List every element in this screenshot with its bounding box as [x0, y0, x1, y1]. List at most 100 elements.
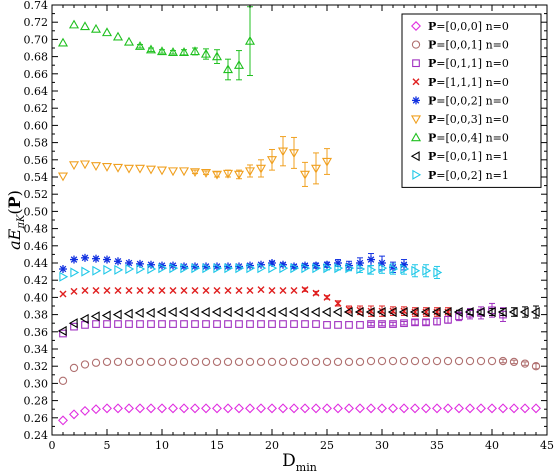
data-point	[367, 320, 375, 328]
data-point	[200, 48, 212, 58]
data-point	[432, 403, 442, 414]
data-point	[487, 356, 497, 366]
data-point	[167, 306, 177, 318]
y-tick-label: 0.28	[24, 395, 49, 408]
data-point	[147, 263, 157, 275]
data-point	[267, 357, 277, 367]
y-axis-title-main: aE	[5, 228, 24, 250]
cross-stroke	[103, 287, 111, 295]
data-point	[189, 168, 201, 178]
y-tick-label: 0.30	[24, 377, 49, 390]
data-point	[301, 286, 309, 294]
cross-stroke	[235, 287, 243, 295]
data-point	[92, 254, 100, 263]
star-stroke	[323, 261, 331, 269]
data-point	[266, 156, 278, 166]
data-point	[299, 306, 309, 318]
data-point	[103, 255, 111, 264]
cross-stroke	[180, 287, 188, 295]
data-point	[322, 357, 332, 367]
legend-label-bold: P	[428, 76, 436, 89]
data-point	[255, 306, 265, 318]
cross-stroke	[125, 287, 133, 295]
data-point	[157, 357, 167, 367]
data-point	[158, 263, 168, 274]
star-stroke	[356, 259, 364, 267]
legend: P=[0,0,0] n=0P=[0,0,1] n=0P=[0,1,1] n=0P…	[401, 13, 542, 188]
y-tick-label: 0.58	[24, 137, 49, 150]
data-point	[399, 403, 409, 414]
legend-label-bold: P	[428, 169, 436, 182]
data-point	[70, 255, 78, 264]
legend-marker	[412, 78, 420, 86]
data-point	[169, 287, 177, 295]
data-point	[114, 287, 122, 295]
x-tick-label: 25	[320, 439, 334, 452]
data-point	[103, 320, 111, 328]
legend-label-text: =[1,1,1] n=0	[436, 76, 509, 89]
data-point	[244, 35, 256, 45]
legend-label: P=[0,0,4] n=0	[428, 132, 509, 145]
legend-label-bold: P	[428, 150, 436, 163]
data-point	[124, 403, 134, 414]
data-point	[519, 306, 529, 318]
data-point	[134, 307, 144, 318]
x-tick-label: 5	[104, 439, 111, 452]
data-point	[389, 320, 397, 328]
data-point	[101, 310, 111, 321]
data-point	[343, 306, 353, 318]
x-tick-label: 15	[210, 439, 224, 452]
data-point	[530, 306, 540, 318]
data-point	[79, 21, 91, 31]
data-point	[190, 357, 200, 367]
data-point	[101, 27, 113, 37]
data-point	[376, 306, 386, 318]
cross-stroke	[81, 287, 89, 295]
legend-marker	[412, 96, 420, 105]
series-4-points	[59, 253, 408, 274]
data-point	[246, 320, 254, 328]
data-point	[156, 46, 168, 56]
cross-stroke	[158, 287, 166, 295]
data-point	[146, 403, 156, 414]
data-point	[279, 320, 287, 328]
data-point	[125, 320, 133, 328]
data-point	[211, 51, 223, 61]
data-point	[411, 265, 421, 276]
data-point	[156, 166, 168, 176]
y-tick-label: 0.66	[24, 68, 49, 81]
data-point	[487, 403, 497, 414]
data-point	[300, 357, 310, 367]
data-point	[201, 357, 211, 367]
data-point	[531, 403, 541, 414]
data-point	[58, 415, 68, 426]
data-point	[201, 403, 211, 414]
y-tick-label: 0.42	[24, 274, 49, 287]
data-point	[101, 163, 113, 172]
star-stroke	[59, 265, 67, 273]
data-point	[68, 161, 80, 171]
legend-marker	[411, 21, 421, 31]
cross-stroke	[257, 286, 265, 294]
data-point	[123, 164, 135, 174]
data-point	[156, 306, 166, 318]
data-point	[311, 357, 321, 367]
data-point	[255, 164, 267, 174]
data-point	[169, 263, 179, 274]
y-tick-label: 0.64	[24, 85, 49, 98]
data-point	[531, 362, 541, 371]
y-tick-label: 0.40	[24, 291, 49, 304]
data-point	[158, 320, 166, 328]
data-point	[191, 287, 199, 295]
data-point	[366, 403, 376, 414]
data-point	[433, 267, 443, 278]
data-point	[146, 357, 156, 367]
data-point	[508, 306, 518, 318]
data-point	[268, 287, 276, 295]
data-point	[90, 162, 102, 172]
star-stroke	[367, 256, 375, 263]
data-point	[147, 287, 155, 295]
y-tick-label: 0.50	[24, 205, 49, 218]
data-point	[344, 357, 354, 367]
data-point	[222, 169, 234, 179]
